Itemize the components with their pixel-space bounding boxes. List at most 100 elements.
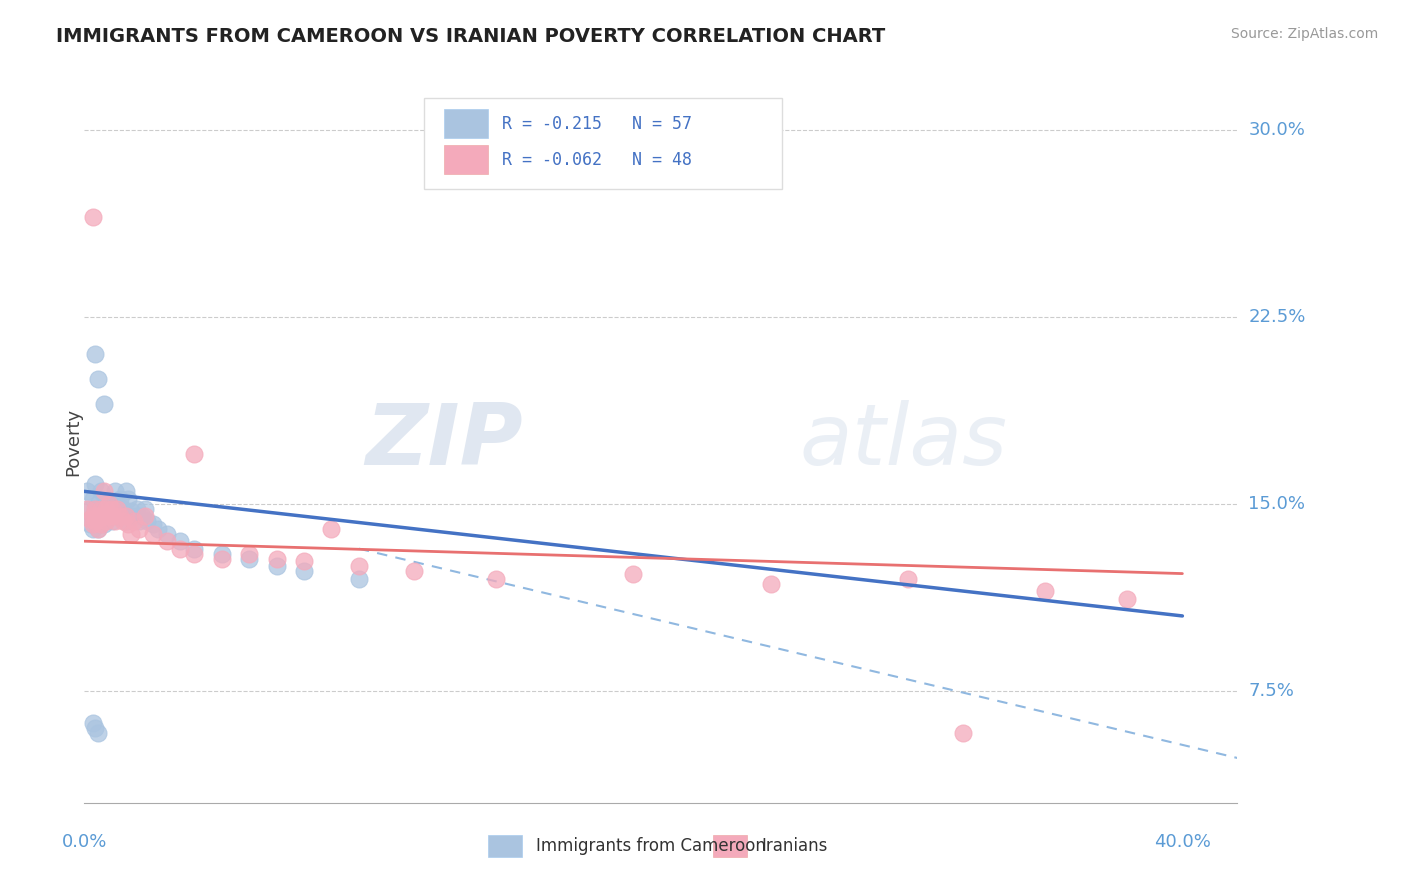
Point [128, 522, 150, 536]
Point [347, 559, 370, 574]
Point [266, 559, 288, 574]
Text: R = -0.062   N = 48: R = -0.062 N = 48 [502, 151, 692, 169]
Point [621, 566, 644, 581]
Point [108, 504, 131, 518]
Point [84, 514, 107, 528]
Point [114, 484, 136, 499]
Point [84, 721, 107, 735]
Point [103, 501, 125, 516]
Point [1033, 584, 1056, 599]
Point [82, 516, 104, 531]
Point [87, 509, 110, 524]
Text: IMMIGRANTS FROM CAMEROON VS IRANIAN POVERTY CORRELATION CHART: IMMIGRANTS FROM CAMEROON VS IRANIAN POVE… [56, 27, 886, 45]
Point [125, 501, 148, 516]
Point [93, 516, 115, 531]
Point [90, 516, 112, 531]
Point [90, 514, 112, 528]
Point [122, 514, 145, 528]
Point [87, 522, 110, 536]
Point [93, 497, 115, 511]
Point [93, 484, 115, 499]
Point [321, 522, 343, 536]
Point [82, 211, 104, 225]
Text: R = -0.215   N = 57: R = -0.215 N = 57 [502, 115, 692, 133]
Point [82, 509, 104, 524]
Point [103, 484, 125, 499]
Point [98, 497, 121, 511]
Point [93, 504, 115, 518]
Point [148, 522, 170, 536]
Point [122, 509, 145, 524]
Text: 15.0%: 15.0% [1249, 495, 1305, 513]
Point [101, 509, 124, 524]
Point [292, 564, 315, 578]
Point [211, 551, 233, 566]
Text: 0.0%: 0.0% [62, 833, 107, 851]
Y-axis label: Poverty: Poverty [65, 408, 82, 475]
Point [84, 501, 107, 516]
Point [211, 547, 233, 561]
Text: Immigrants from Cameroon: Immigrants from Cameroon [536, 838, 766, 855]
Point [183, 547, 205, 561]
Point [98, 509, 121, 524]
FancyBboxPatch shape [488, 835, 523, 857]
Point [84, 501, 107, 516]
Point [82, 716, 104, 731]
Point [87, 497, 110, 511]
Text: 30.0%: 30.0% [1249, 121, 1305, 139]
Point [90, 501, 112, 516]
Text: atlas: atlas [799, 400, 1007, 483]
Point [156, 534, 179, 549]
Text: Iranians: Iranians [761, 838, 828, 855]
Point [183, 541, 205, 556]
FancyBboxPatch shape [444, 109, 488, 138]
Point [96, 501, 118, 516]
Point [759, 576, 782, 591]
Point [82, 522, 104, 536]
Point [238, 547, 260, 561]
Point [101, 501, 124, 516]
Point [142, 526, 165, 541]
Point [169, 541, 191, 556]
Point [96, 501, 118, 516]
Point [84, 347, 107, 361]
Point [108, 491, 131, 506]
Point [87, 522, 110, 536]
Point [87, 372, 110, 386]
FancyBboxPatch shape [425, 98, 782, 189]
Point [266, 551, 288, 566]
Point [183, 447, 205, 461]
Point [117, 516, 139, 531]
Point [79, 516, 101, 531]
Point [90, 484, 112, 499]
Point [103, 514, 125, 528]
Point [87, 509, 110, 524]
Point [101, 514, 124, 528]
Text: Source: ZipAtlas.com: Source: ZipAtlas.com [1230, 27, 1378, 41]
FancyBboxPatch shape [713, 835, 748, 857]
Point [120, 526, 142, 541]
Point [134, 509, 156, 524]
Point [136, 514, 159, 528]
Point [76, 501, 98, 516]
Point [485, 572, 508, 586]
Point [105, 509, 128, 524]
FancyBboxPatch shape [444, 145, 488, 174]
Point [76, 484, 98, 499]
Point [402, 564, 425, 578]
Point [79, 512, 101, 526]
Point [114, 514, 136, 528]
Point [96, 514, 118, 528]
Point [79, 501, 101, 516]
Point [90, 501, 112, 516]
Point [114, 509, 136, 524]
Point [169, 534, 191, 549]
Point [238, 551, 260, 566]
Point [84, 476, 107, 491]
Point [98, 497, 121, 511]
Point [98, 509, 121, 524]
Point [82, 491, 104, 506]
Text: 40.0%: 40.0% [1154, 833, 1211, 851]
Point [142, 516, 165, 531]
Point [120, 504, 142, 518]
